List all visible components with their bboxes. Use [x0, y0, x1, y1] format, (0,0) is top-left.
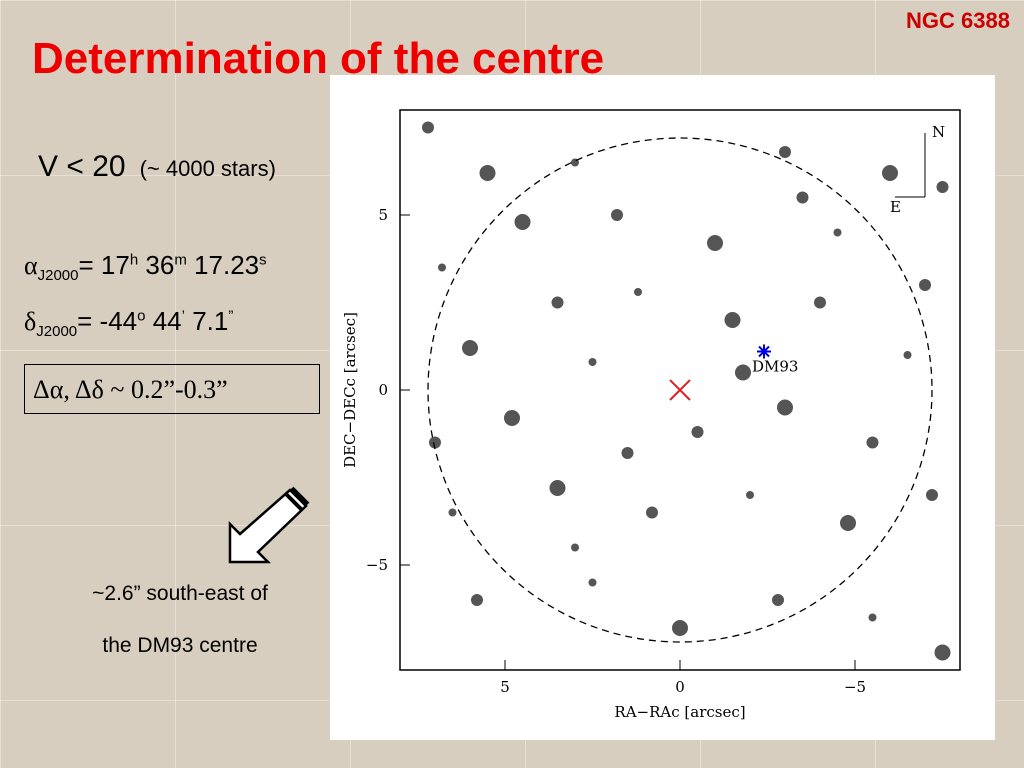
centre-marker [669, 379, 691, 401]
y-tick-label: −5 [366, 556, 388, 574]
note-line: the DM93 centre [102, 634, 258, 657]
epoch: J2000 [37, 267, 79, 285]
star [926, 489, 938, 501]
star [588, 578, 597, 587]
point-label: DM93 [752, 358, 798, 376]
value: = 17 [78, 250, 130, 280]
value: 36 [138, 250, 175, 280]
star [833, 228, 842, 237]
value: 7.1 [184, 306, 229, 336]
x-tick-label: −5 [844, 678, 866, 696]
epoch: J2000 [36, 323, 78, 341]
plot-background [330, 75, 995, 740]
star [919, 279, 931, 291]
star [934, 644, 951, 661]
x-tick-label: 5 [500, 678, 510, 696]
y-tick-label: 0 [378, 381, 388, 399]
star [462, 340, 478, 356]
star [438, 263, 446, 272]
x-axis-label: RA−RAc [arcsec] [614, 703, 745, 721]
ra-line: αJ2000= 17h 36m 17.23s [24, 250, 267, 284]
unit: ” [228, 307, 234, 325]
unit: m [174, 251, 187, 269]
star [691, 426, 704, 438]
compass-label: N [932, 123, 945, 141]
star [840, 515, 856, 531]
slide-tag: NGC 6388 [906, 8, 1010, 33]
star [814, 296, 826, 309]
unit: h [129, 251, 139, 269]
unit: s [259, 251, 267, 269]
compass-label: E [890, 198, 901, 216]
star [779, 146, 791, 158]
reference-centre [757, 344, 771, 359]
limit: V < 20 [38, 150, 126, 183]
star [772, 594, 784, 606]
value: 17.23 [186, 250, 260, 280]
star [551, 296, 564, 309]
star [588, 358, 597, 366]
star [571, 543, 579, 552]
star [903, 351, 912, 359]
star [646, 506, 658, 519]
star-map: DM93 5 0 −5 −5 0 5 RA−RAc [arcsec] DEC−DECc [arc… [330, 75, 995, 740]
star [882, 165, 898, 181]
slide-title: Determination of the centre [32, 34, 605, 83]
star [621, 447, 634, 459]
star [868, 613, 877, 622]
star [549, 480, 566, 496]
star [724, 312, 741, 328]
star [514, 214, 531, 230]
note-line: ~2.6” south-east of [92, 582, 268, 605]
star [471, 594, 483, 606]
y-axis-label: DEC−DECc [arcsec] [341, 312, 359, 468]
y-tick-label: 5 [378, 206, 388, 224]
value: = -44 [77, 306, 138, 336]
star [746, 491, 754, 499]
star [611, 209, 623, 221]
star [634, 288, 642, 296]
star [672, 620, 688, 636]
dec-line: δJ2000= -44o 44’ 7.1” [24, 306, 233, 340]
star [796, 191, 809, 204]
symbol: α [24, 251, 38, 280]
magnitude-limit: V < 20 (~ 4000 stars) [38, 150, 276, 184]
value: 44 [145, 306, 182, 336]
star [479, 165, 496, 181]
unit: ’ [181, 307, 185, 325]
star [735, 364, 751, 381]
star [504, 410, 520, 426]
star [866, 436, 879, 449]
star [707, 235, 723, 251]
symbol: δ [24, 307, 37, 336]
arrow-icon [228, 486, 310, 564]
radius-circle [427, 137, 933, 643]
uncertainty-box: Δα, Δδ ~ 0.2”-0.3” [24, 364, 320, 414]
star-count: (~ 4000 stars) [139, 156, 276, 181]
star [429, 436, 441, 449]
star [936, 181, 949, 193]
star [777, 399, 793, 416]
star [448, 508, 457, 517]
x-tick-label: 0 [675, 678, 685, 696]
unit: o [137, 307, 146, 325]
star [422, 121, 434, 134]
